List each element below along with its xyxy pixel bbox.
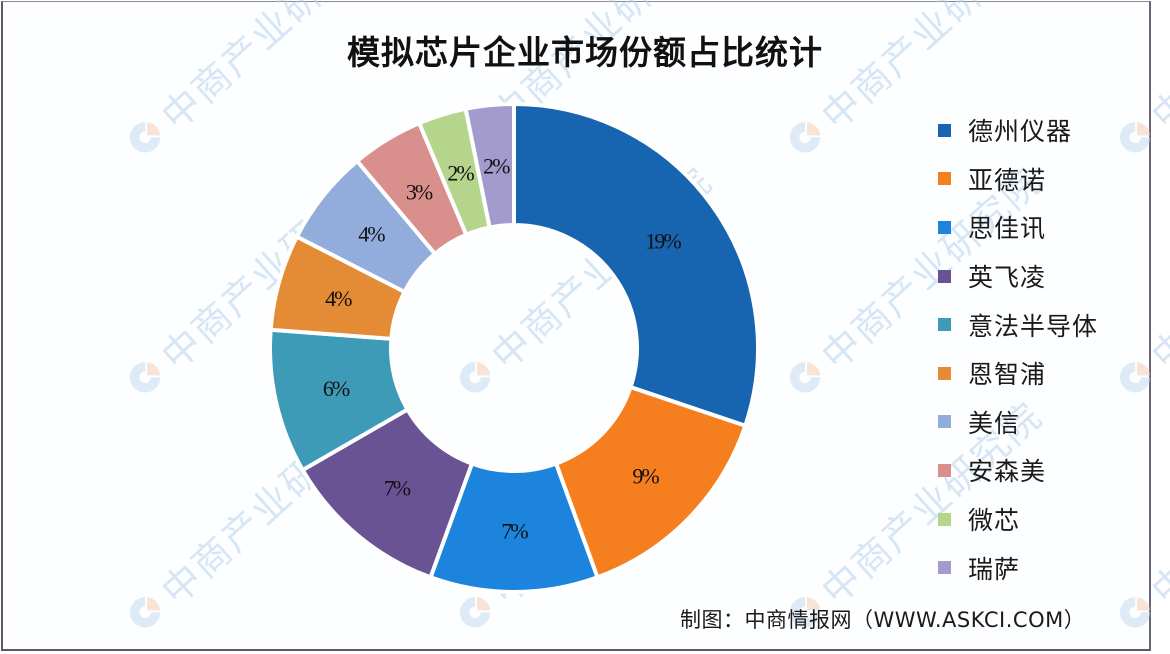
legend-label: 亚德诺 <box>968 165 1047 195</box>
donut-slice-2 <box>554 385 748 580</box>
legend-item: 亚德诺 <box>938 155 1098 204</box>
donut-slice-1 <box>512 102 760 428</box>
slice-data-label: 9% <box>632 463 659 488</box>
legend-label: 意法半导体 <box>968 311 1099 341</box>
legend-label: 英飞凌 <box>968 263 1047 293</box>
legend-item: 微芯 <box>938 495 1098 544</box>
slice-data-label: 3% <box>406 179 433 204</box>
legend-item: 意法半导体 <box>938 300 1098 349</box>
legend-swatch-icon <box>938 463 951 477</box>
legend-swatch-icon <box>938 269 951 283</box>
legend-item: 思佳讯 <box>938 203 1098 252</box>
legend-label: 思佳讯 <box>968 214 1047 244</box>
legend-swatch-icon <box>938 123 951 137</box>
legend-swatch-icon <box>938 415 951 429</box>
legend-label: 瑞萨 <box>968 554 1021 584</box>
slice-data-label: 7% <box>501 519 528 544</box>
legend-label: 微芯 <box>968 506 1021 536</box>
legend-swatch-icon <box>938 172 951 186</box>
legend-item: 安森美 <box>938 446 1098 495</box>
legend-item: 美信 <box>938 398 1098 447</box>
slice-data-label: 4% <box>358 221 385 246</box>
slice-data-label: 19% <box>645 229 681 254</box>
legend-item: 恩智浦 <box>938 349 1098 398</box>
legend-item: 德州仪器 <box>938 106 1098 155</box>
chart-title: 模拟芯片企业市场份额占比统计 <box>347 33 823 72</box>
legend-label: 恩智浦 <box>968 360 1047 390</box>
legend-swatch-icon <box>938 512 951 526</box>
legend-item: 瑞萨 <box>938 543 1098 592</box>
source-note: 制图：中商情报网（WWW.ASKCI.COM） <box>680 608 1086 632</box>
legend-swatch-icon <box>938 220 951 234</box>
legend-swatch-icon <box>938 561 951 575</box>
slice-data-label: 6% <box>323 376 350 401</box>
legend-swatch-icon <box>938 318 951 332</box>
legend-label: 德州仪器 <box>968 117 1073 147</box>
slice-data-label: 2% <box>447 161 474 186</box>
legend-item: 英飞凌 <box>938 252 1098 301</box>
donut-slices <box>268 102 760 594</box>
slice-data-label: 4% <box>325 286 352 311</box>
slice-data-label: 2% <box>483 153 510 178</box>
legend-label: 安森美 <box>968 457 1047 487</box>
legend-swatch-icon <box>938 366 951 380</box>
chart-legend: 德州仪器亚德诺思佳讯英飞凌意法半导体恩智浦美信安森美微芯瑞萨 <box>938 106 1098 592</box>
slice-data-label: 7% <box>384 476 411 501</box>
donut-slice-labels: 19% 9% 7% 7% 6% 4% 4% 3% 2% 2% <box>323 153 683 544</box>
legend-label: 美信 <box>968 408 1021 438</box>
